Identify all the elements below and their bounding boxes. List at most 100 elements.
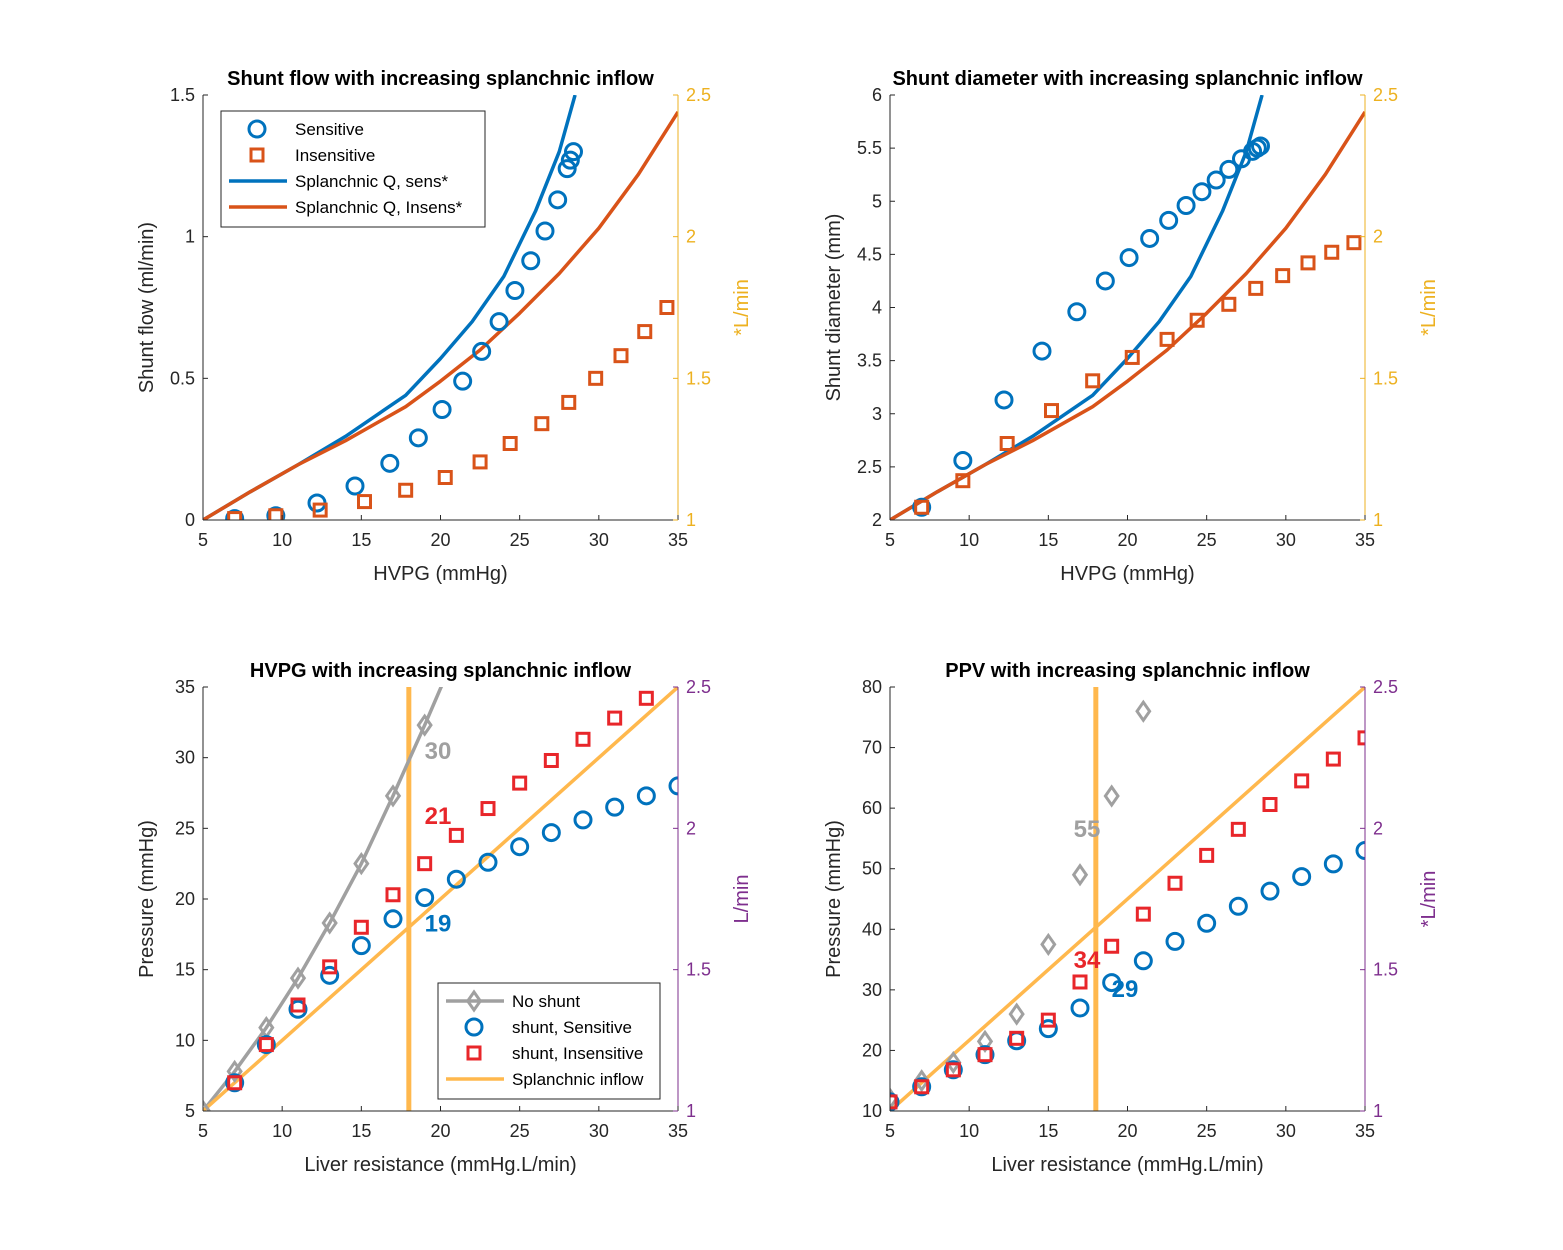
data-point-2 xyxy=(534,416,550,432)
series-line-4 xyxy=(890,111,1365,520)
data-point-1 xyxy=(976,1029,994,1053)
data-point-2 xyxy=(943,1060,963,1080)
data-point-2 xyxy=(1346,235,1362,251)
x-tick-label: 35 xyxy=(1355,1121,1375,1141)
data-point-1 xyxy=(380,453,400,473)
data-point-3 xyxy=(1294,773,1310,789)
x-tick-label: 5 xyxy=(885,530,895,550)
data-point-2 xyxy=(912,1077,932,1097)
data-point-1 xyxy=(994,390,1014,410)
data-point-2 xyxy=(1070,998,1090,1018)
y-tick-label: 30 xyxy=(175,748,195,768)
value-annotation: 29 xyxy=(1112,976,1139,1003)
data-point-3 xyxy=(480,801,496,817)
data-point-1 xyxy=(432,400,452,419)
data-point-1 xyxy=(953,451,973,470)
y2-tick-label: 1 xyxy=(686,1101,696,1121)
data-point-3 xyxy=(1199,847,1215,863)
data-point-3 xyxy=(258,1037,274,1053)
y-tick-label: 1 xyxy=(185,227,195,247)
data-point-3 xyxy=(890,1094,898,1110)
y2-tick-label: 1.5 xyxy=(686,960,711,980)
y-tick-label: 40 xyxy=(862,919,882,939)
legend-label: Insensitive xyxy=(295,146,375,165)
data-point-3 xyxy=(385,887,401,903)
data-point-2 xyxy=(256,1035,276,1055)
x-tick-label: 25 xyxy=(1197,530,1217,550)
y-tick-label: 20 xyxy=(175,889,195,909)
data-point-1 xyxy=(1032,341,1052,361)
legend-circle-icon xyxy=(247,119,267,139)
x-tick-label: 10 xyxy=(272,530,292,550)
data-point-2 xyxy=(1228,896,1248,916)
series-line-4 xyxy=(203,111,678,520)
x-tick-label: 20 xyxy=(1117,530,1137,550)
x-tick-label: 20 xyxy=(430,1121,450,1141)
data-point-2 xyxy=(1197,913,1217,933)
y2-tick-label: 2.5 xyxy=(686,677,711,697)
data-point-3 xyxy=(1230,821,1246,837)
data-point-1 xyxy=(535,221,555,241)
data-point-1 xyxy=(560,150,580,170)
data-point-2 xyxy=(890,1092,900,1111)
legend: Sensitive Insensitive Splanchnic Q, sens* S… xyxy=(220,110,486,228)
data-point-2 xyxy=(472,454,488,470)
data-point-1 xyxy=(912,497,932,517)
data-point-1 xyxy=(1008,1002,1025,1026)
x-tick-label: 35 xyxy=(1355,530,1375,550)
y-tick-label: 4 xyxy=(872,298,882,318)
x-tick-label: 10 xyxy=(959,530,979,550)
x-tick-label: 25 xyxy=(510,530,530,550)
y2-tick-label: 2.5 xyxy=(1373,85,1398,105)
y2-tick-label: 1.5 xyxy=(1373,960,1398,980)
data-point-2 xyxy=(225,1073,245,1093)
data-point-3 xyxy=(543,752,559,768)
legend-label: No shunt xyxy=(512,992,580,1011)
x-tick-label: 15 xyxy=(1038,530,1058,550)
y-tick-label: 5.5 xyxy=(857,138,882,158)
data-point-2 xyxy=(1159,331,1175,347)
y2-axis-label: *L/min xyxy=(1418,279,1440,336)
data-point-3 xyxy=(1040,1012,1056,1028)
data-point-1 xyxy=(1192,182,1212,202)
x-tick-label: 10 xyxy=(272,1121,292,1141)
data-point-3 xyxy=(607,710,623,726)
data-point-3 xyxy=(1167,875,1183,891)
data-point-2 xyxy=(415,888,435,908)
value-annotation: 30 xyxy=(425,738,452,765)
data-point-2 xyxy=(1085,373,1101,389)
data-point-1 xyxy=(345,476,365,496)
x-axis-label: Liver resistance (mmHg.L/min) xyxy=(304,1154,576,1176)
x-tick-label: 5 xyxy=(885,1121,895,1141)
y2-tick-label: 1 xyxy=(1373,510,1383,530)
data-point-1 xyxy=(225,509,245,520)
legend-label: Sensitive xyxy=(295,120,364,139)
plot-area xyxy=(203,95,678,520)
data-point-3 xyxy=(448,827,464,843)
data-point-2 xyxy=(1102,973,1122,993)
y-tick-label: 30 xyxy=(862,980,882,1000)
data-point-1 xyxy=(548,190,568,210)
data-point-2 xyxy=(312,502,328,518)
x-tick-label: 30 xyxy=(1276,530,1296,550)
data-point-1 xyxy=(408,428,428,448)
data-point-1 xyxy=(564,142,583,162)
y-axis-label: Pressure (mmHg) xyxy=(136,820,158,978)
data-point-2 xyxy=(383,909,403,929)
chart-title: PPV with increasing splanchnic inflow xyxy=(945,660,1310,682)
data-point-1 xyxy=(289,966,307,990)
chart-panel-2: 5 10 15 20 25 30 35 2 2.5 3 3.5 4 4.5 5 5.5 6 1 1.5 2 2.5 Sh… xyxy=(823,68,1440,585)
y-axis-label: Shunt diameter (mm) xyxy=(823,214,845,402)
y2-axis-label: L/min xyxy=(731,875,753,924)
x-tick-label: 35 xyxy=(668,530,688,550)
y-tick-label: 60 xyxy=(862,798,882,818)
y2-tick-label: 2 xyxy=(686,818,696,838)
data-point-2 xyxy=(1292,867,1312,887)
y2-tick-label: 1.5 xyxy=(686,368,711,388)
x-axis-label: Liver resistance (mmHg.L/min) xyxy=(991,1154,1263,1176)
data-point-2 xyxy=(437,470,453,485)
y-tick-label: 10 xyxy=(862,1101,882,1121)
y2-tick-label: 2.5 xyxy=(1373,677,1398,697)
data-point-3 xyxy=(638,690,654,706)
legend-diamond-icon xyxy=(465,989,483,1013)
